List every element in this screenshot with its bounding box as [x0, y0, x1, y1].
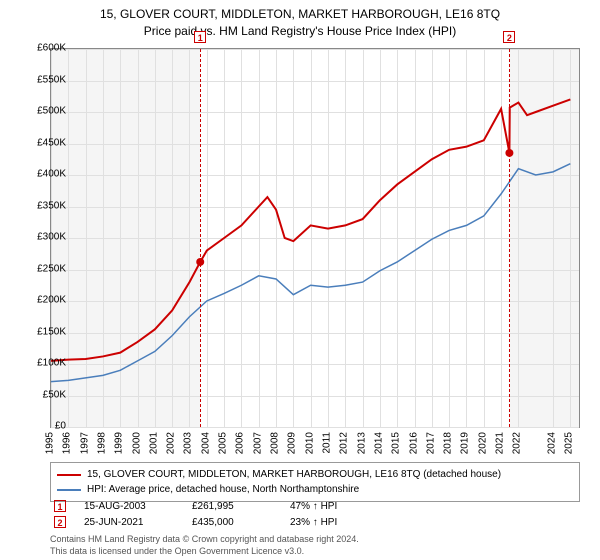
x-axis-label: 2003 [183, 432, 194, 454]
legend-label-1: 15, GLOVER COURT, MIDDLETON, MARKET HARB… [87, 467, 501, 482]
x-axis-label: 2025 [564, 432, 575, 454]
sale-price: £435,000 [192, 517, 272, 528]
sale-hpi: 47% ↑ HPI [290, 501, 337, 512]
footer-line1: Contains HM Land Registry data © Crown c… [50, 534, 359, 546]
sale-marker-box: 2 [503, 31, 515, 43]
legend-row: 15, GLOVER COURT, MIDDLETON, MARKET HARB… [57, 467, 573, 482]
x-axis-label: 2024 [547, 432, 558, 454]
y-axis-label: £150K [37, 326, 66, 337]
x-axis-label: 1996 [62, 432, 73, 454]
x-axis-label: 2005 [218, 432, 229, 454]
y-axis-label: £300K [37, 232, 66, 243]
legend-swatch-2 [57, 489, 81, 491]
x-axis-label: 1998 [96, 432, 107, 454]
footer-line2: This data is licensed under the Open Gov… [50, 546, 359, 558]
y-axis-label: £350K [37, 200, 66, 211]
x-axis-label: 2008 [270, 432, 281, 454]
series-price_paid [51, 99, 570, 360]
chart-lines [51, 49, 579, 427]
sale-hpi: 23% ↑ HPI [290, 517, 337, 528]
chart-plot-area: 12 [50, 48, 580, 428]
footer-attribution: Contains HM Land Registry data © Crown c… [50, 534, 359, 557]
y-axis-label: £550K [37, 74, 66, 85]
x-axis-label: 2014 [373, 432, 384, 454]
x-axis-label: 2000 [131, 432, 142, 454]
x-axis-label: 2004 [200, 432, 211, 454]
legend: 15, GLOVER COURT, MIDDLETON, MARKET HARB… [50, 462, 580, 502]
x-axis-label: 2013 [356, 432, 367, 454]
x-axis-label: 2001 [148, 432, 159, 454]
x-axis-label: 2015 [391, 432, 402, 454]
sale-row: 2 25-JUN-2021 £435,000 23% ↑ HPI [50, 514, 580, 530]
sale-marker-1: 1 [54, 500, 66, 512]
x-axis-label: 2022 [512, 432, 523, 454]
x-axis-label: 2012 [339, 432, 350, 454]
y-axis-label: £100K [37, 358, 66, 369]
x-axis-label: 2021 [495, 432, 506, 454]
y-axis-label: £0 [55, 421, 66, 432]
sale-marker-2: 2 [54, 516, 66, 528]
x-axis-label: 2011 [321, 432, 332, 454]
x-axis-label: 2007 [252, 432, 263, 454]
x-axis-label: 2019 [460, 432, 471, 454]
y-axis-label: £400K [37, 169, 66, 180]
legend-label-2: HPI: Average price, detached house, Nort… [87, 482, 359, 497]
x-axis-label: 2018 [443, 432, 454, 454]
sale-row: 1 15-AUG-2003 £261,995 47% ↑ HPI [50, 498, 580, 514]
series-hpi [51, 164, 570, 382]
sale-date: 15-AUG-2003 [84, 501, 174, 512]
x-axis-label: 2020 [477, 432, 488, 454]
sale-marker-box: 1 [194, 31, 206, 43]
sale-date: 25-JUN-2021 [84, 517, 174, 528]
x-axis-label: 1995 [45, 432, 56, 454]
y-axis-label: £250K [37, 263, 66, 274]
sale-marker-line [509, 49, 510, 427]
x-axis-label: 2010 [304, 432, 315, 454]
x-axis-label: 2006 [235, 432, 246, 454]
x-axis-label: 2017 [425, 432, 436, 454]
y-axis-label: £50K [43, 389, 66, 400]
y-axis-label: £200K [37, 295, 66, 306]
title-line1: 15, GLOVER COURT, MIDDLETON, MARKET HARB… [0, 6, 600, 23]
x-axis-label: 1997 [79, 432, 90, 454]
x-axis-label: 2009 [287, 432, 298, 454]
x-axis-label: 1999 [114, 432, 125, 454]
sales-table: 1 15-AUG-2003 £261,995 47% ↑ HPI 2 25-JU… [50, 498, 580, 530]
y-axis-label: £500K [37, 106, 66, 117]
sale-price: £261,995 [192, 501, 272, 512]
x-axis-label: 2002 [166, 432, 177, 454]
legend-swatch-1 [57, 474, 81, 476]
sale-marker-line [200, 49, 201, 427]
y-axis-label: £450K [37, 137, 66, 148]
legend-row: HPI: Average price, detached house, Nort… [57, 482, 573, 497]
x-axis-label: 2016 [408, 432, 419, 454]
y-axis-label: £600K [37, 43, 66, 54]
